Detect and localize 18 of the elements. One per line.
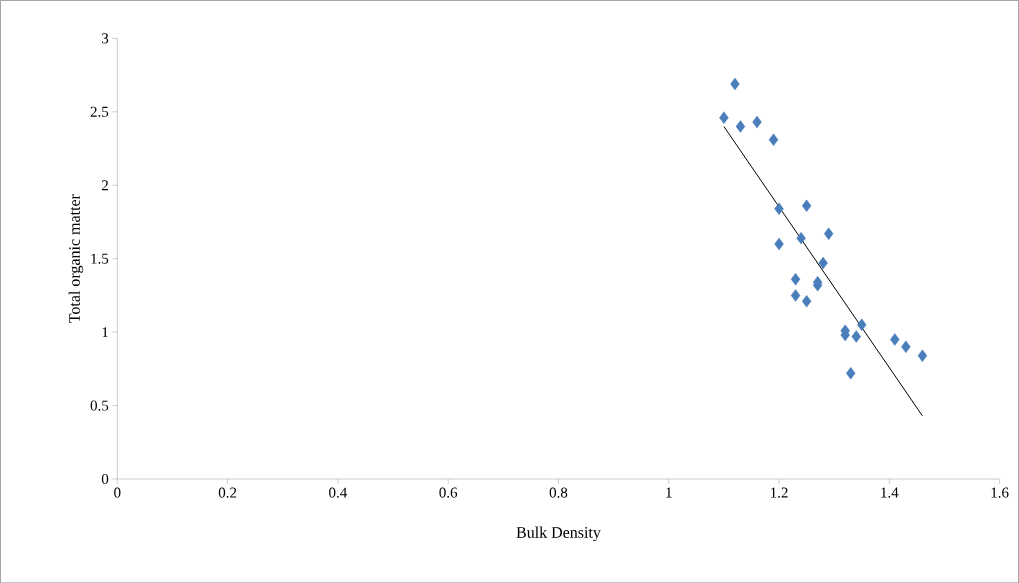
x-tick-label: 1 xyxy=(666,487,672,498)
x-tick-label: 0.6 xyxy=(439,487,458,498)
y-tick-label: 2 xyxy=(101,180,108,191)
x-tick-label: 0.8 xyxy=(549,487,568,498)
x-tick-label: 1.2 xyxy=(770,487,788,498)
y-tick-label: 2.5 xyxy=(90,106,109,117)
x-tick-label: 0.2 xyxy=(218,487,237,498)
x-tick-label: 0.4 xyxy=(329,487,348,498)
x-tick-label: 1.6 xyxy=(991,487,1009,498)
y-axis-title: Total organic matter xyxy=(68,194,84,323)
y-tick-label: 0 xyxy=(101,473,109,484)
x-tick-label: 1.4 xyxy=(881,487,899,498)
x-tick-label: 0 xyxy=(114,487,121,498)
x-axis-title: Bulk Density xyxy=(516,526,601,541)
y-tick-label: 0.5 xyxy=(90,400,109,411)
y-tick-label: 1 xyxy=(102,327,108,337)
y-tick-label: 3 xyxy=(102,33,109,44)
y-tick-label: 1.5 xyxy=(91,253,109,264)
